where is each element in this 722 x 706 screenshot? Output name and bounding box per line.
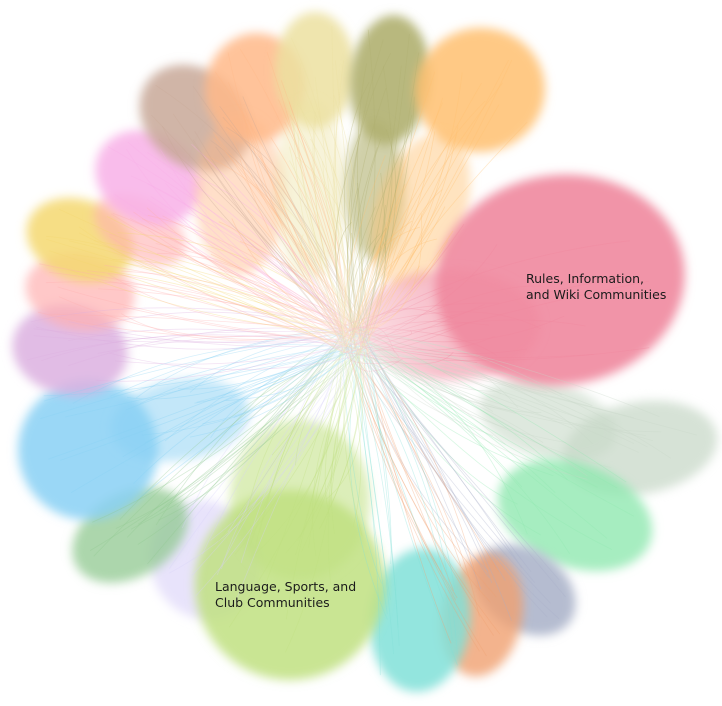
network-hub [260,245,450,435]
cluster-olive [349,15,431,145]
rules-information-wiki-label: Rules, Information, and Wiki Communities [526,271,666,303]
cluster-pale-yellow [275,100,345,280]
cluster-sage [479,379,617,461]
community-clusters [12,12,718,692]
cluster-peach [195,115,285,275]
language-sports-club-label: Language, Sports, and Club Communities [215,579,356,611]
cluster-pale-yellow [275,12,355,128]
language-label-line2: Club Communities [215,595,330,610]
cluster-sky-blue [110,378,250,462]
cluster-turquoise [369,548,471,692]
cluster-mint [497,458,653,572]
cluster-light-orange [415,27,545,153]
rules-label-line2: and Wiki Communities [526,287,667,302]
language-label-line1: Language, Sports, and [215,579,357,594]
cluster-language-sports-club [230,420,370,580]
rules-label-line1: Rules, Information, [526,271,644,286]
